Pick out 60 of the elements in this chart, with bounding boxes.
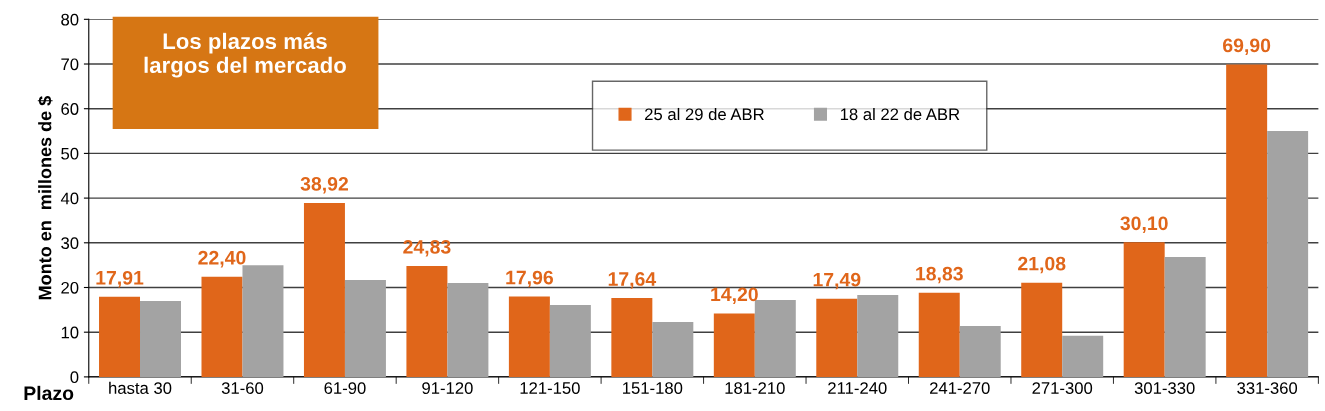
data-label: 14,20 bbox=[711, 287, 758, 305]
x-tick-label: 211-240 bbox=[828, 382, 887, 394]
bar bbox=[918, 292, 960, 377]
x-tick-label: 31-60 bbox=[221, 382, 264, 394]
data-label: 21,08 bbox=[1018, 256, 1066, 274]
annotation: Los plazos más largos del mercado bbox=[144, 32, 346, 78]
y-tick-label: 20 bbox=[61, 281, 79, 294]
x-tick-label: 301-330 bbox=[1134, 382, 1195, 394]
data-label: 17,49 bbox=[813, 272, 861, 290]
bar bbox=[406, 265, 448, 377]
bar bbox=[652, 321, 694, 377]
bar bbox=[857, 295, 899, 377]
legend-label: 18 al 22 de ABR bbox=[840, 107, 960, 121]
data-label: 17,91 bbox=[96, 270, 144, 288]
data-label: 30,10 bbox=[1120, 216, 1168, 233]
y-tick-label: 0 bbox=[70, 371, 79, 384]
bar bbox=[713, 313, 755, 377]
data-label: 17,64 bbox=[608, 272, 657, 289]
y-axis-title: Monto en millones de $ bbox=[37, 96, 53, 300]
x-tick-label: 331-360 bbox=[1237, 382, 1298, 394]
x-tick-label: 241-270 bbox=[930, 382, 990, 394]
x-tick-label: 151-180 bbox=[623, 382, 683, 394]
bar bbox=[140, 300, 181, 377]
bar bbox=[1021, 282, 1063, 377]
bar bbox=[549, 304, 591, 377]
bar bbox=[1226, 64, 1268, 377]
x-tick-label: 271-300 bbox=[1032, 382, 1093, 394]
bar bbox=[447, 283, 489, 377]
y-tick-label: 30 bbox=[61, 237, 79, 249]
bar bbox=[303, 202, 345, 377]
x-tick-label: 61-90 bbox=[324, 382, 366, 394]
data-label: 22,40 bbox=[198, 250, 246, 268]
bar bbox=[611, 298, 653, 377]
x-tick-label: 91-120 bbox=[422, 382, 473, 394]
legend-label: 25 al 29 de ABR bbox=[645, 107, 764, 121]
data-label: 69,90 bbox=[1223, 38, 1271, 56]
bar bbox=[1164, 257, 1206, 377]
bar bbox=[1062, 335, 1104, 377]
bar bbox=[508, 296, 550, 377]
bar bbox=[959, 325, 1001, 377]
data-label: 18,83 bbox=[916, 266, 963, 284]
x-tick-label: 121-150 bbox=[520, 382, 580, 394]
y-tick-label: 80 bbox=[61, 13, 79, 26]
bar bbox=[344, 279, 386, 377]
bar bbox=[99, 296, 141, 377]
bar bbox=[201, 276, 243, 377]
y-tick-label: 70 bbox=[61, 58, 79, 71]
x-axis-title: Plazo bbox=[24, 385, 74, 401]
x-tick-label: hasta 30 bbox=[109, 381, 172, 394]
bar bbox=[1123, 242, 1165, 377]
y-tick-label: 40 bbox=[60, 192, 79, 205]
bar bbox=[816, 298, 858, 377]
y-tick-label: 60 bbox=[61, 103, 79, 115]
x-tick-label: 181-210 bbox=[725, 382, 785, 394]
data-label: 38,92 bbox=[300, 176, 348, 194]
bar bbox=[1267, 131, 1309, 377]
data-label: 24,83 bbox=[403, 239, 451, 257]
y-tick-label: 50 bbox=[61, 147, 79, 160]
y-tick-label: 10 bbox=[61, 326, 79, 339]
data-label: 17,96 bbox=[506, 270, 554, 288]
